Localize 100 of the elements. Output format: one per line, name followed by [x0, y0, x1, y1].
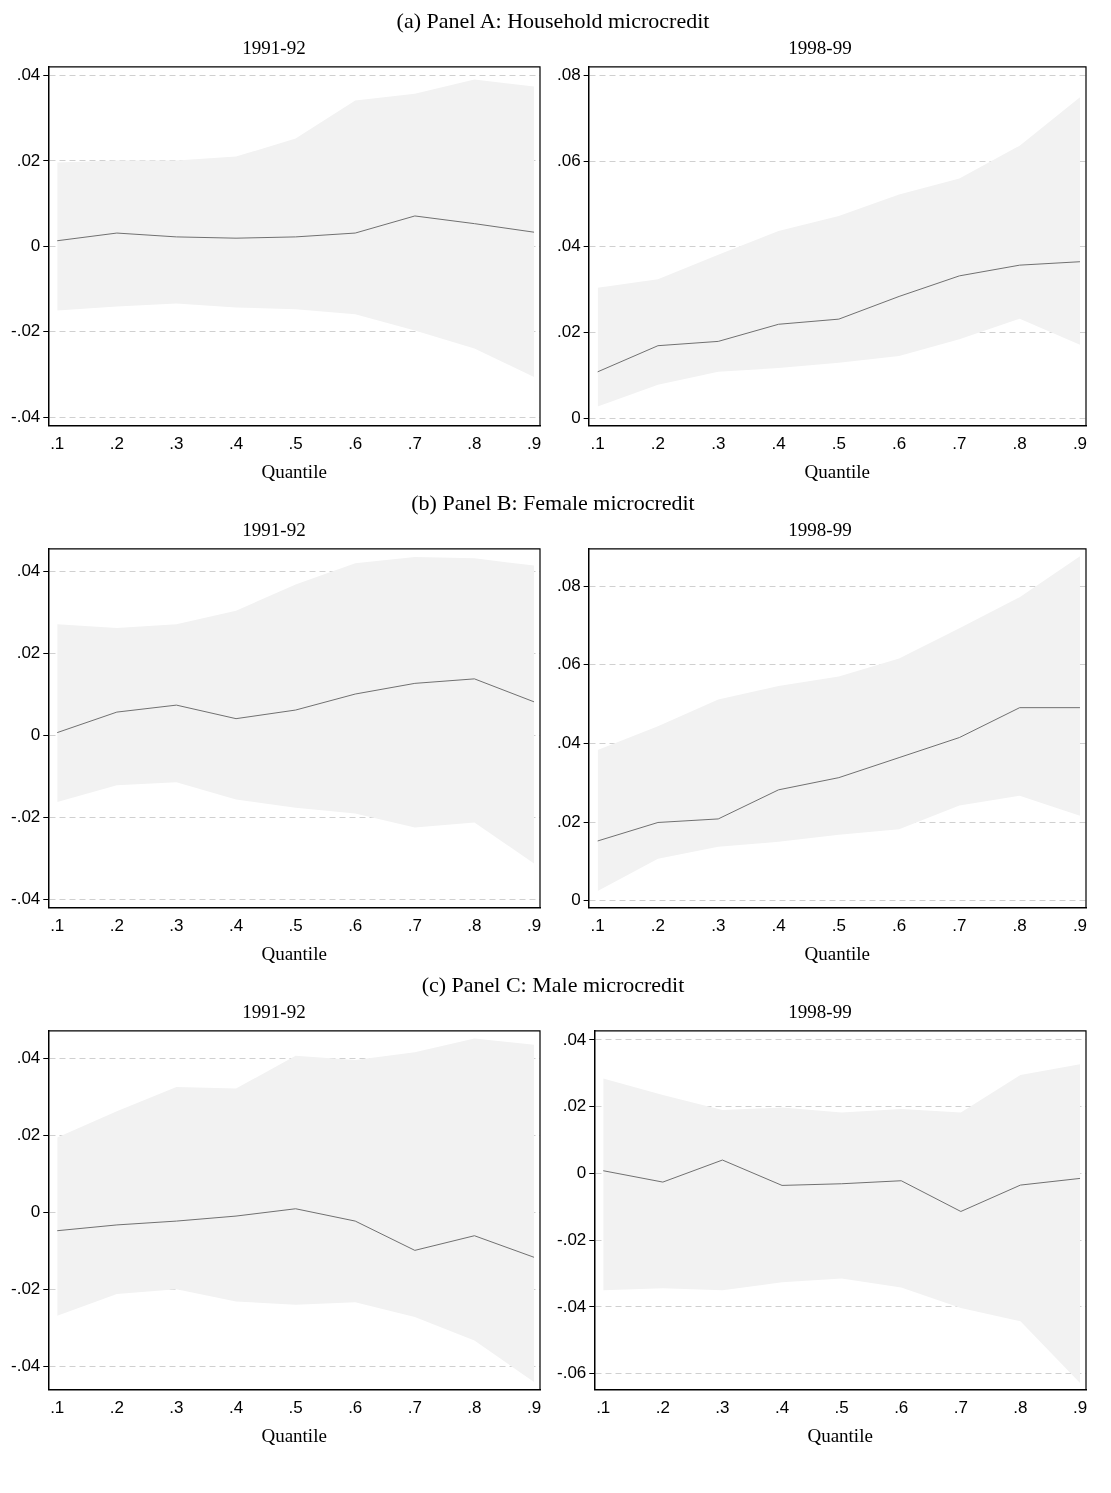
x-tick-label: .6	[348, 915, 363, 935]
text: (a) Panel A: Household microcredit	[395, 8, 711, 34]
y-tick-label: -.02	[11, 1279, 41, 1299]
y-tick-label: -.02	[557, 1229, 587, 1249]
y-tick-label: 0	[30, 235, 41, 255]
x-tick-label: .4	[771, 433, 786, 453]
y-tick-label: .06	[556, 150, 581, 170]
y-tick-label: .02	[16, 1125, 41, 1145]
x-tick-label: .3	[715, 1397, 730, 1417]
x-tick-label: .4	[228, 915, 244, 935]
x-tick-label: .6	[892, 915, 907, 935]
x-tick-label: .7	[407, 433, 422, 453]
y-tick-label: 0	[30, 1202, 41, 1222]
chart-title: 1998-99	[788, 519, 852, 541]
x-tick-label: .3	[169, 915, 184, 935]
text: (b) Panel B: Female microcredit	[410, 490, 696, 516]
y-tick-label: .02	[16, 150, 41, 170]
text: (c) Panel C: Male microcredit	[420, 972, 686, 998]
x-tick-label: .3	[711, 915, 726, 935]
y-tick-label: .04	[562, 1029, 587, 1049]
y-tick-label: .06	[556, 654, 581, 674]
x-tick-label: .6	[894, 1397, 909, 1417]
y-tick-label: .02	[16, 643, 41, 663]
x-axis-title: Quantile	[261, 1424, 327, 1446]
y-tick-label: .04	[16, 1048, 41, 1068]
x-tick-label: .5	[834, 1397, 849, 1417]
y-tick-label: .04	[556, 733, 581, 753]
x-tick-label: .2	[655, 1397, 670, 1417]
x-tick-label: .4	[774, 1397, 790, 1417]
x-tick-label: .9	[526, 915, 542, 935]
x-tick-label: .8	[467, 915, 482, 935]
x-tick-label: .8	[467, 1397, 482, 1417]
x-axis-title: Quantile	[804, 460, 871, 482]
x-tick-label: .1	[50, 915, 65, 935]
y-tick-label: .04	[556, 236, 581, 256]
chart-title: 1991-92	[242, 519, 306, 541]
x-tick-label: .9	[1072, 433, 1088, 453]
y-tick-label: -.02	[11, 807, 41, 827]
y-tick-label: .04	[16, 65, 41, 85]
chart-title: 1998-99	[788, 37, 852, 59]
x-tick-label: .1	[50, 433, 65, 453]
x-tick-label: .7	[952, 915, 967, 935]
x-tick-label: .9	[1072, 915, 1088, 935]
x-tick-label: .7	[407, 1397, 422, 1417]
x-tick-label: .2	[109, 1397, 124, 1417]
x-axis-title: Quantile	[804, 942, 871, 964]
x-tick-label: .8	[1012, 433, 1027, 453]
x-tick-label: .6	[348, 1397, 363, 1417]
chart-title: 1998-99	[788, 1001, 852, 1023]
y-tick-label: 0	[30, 725, 41, 745]
x-axis-title: Quantile	[261, 460, 327, 482]
x-tick-label: .2	[109, 433, 124, 453]
y-tick-label: -.04	[557, 1296, 587, 1316]
x-tick-label: .8	[467, 433, 482, 453]
x-tick-label: .5	[288, 433, 303, 453]
x-tick-label: .2	[109, 915, 124, 935]
y-tick-label: .02	[556, 322, 581, 342]
x-axis-title: Quantile	[261, 942, 327, 964]
x-tick-label: .3	[711, 433, 726, 453]
x-tick-label: .7	[952, 433, 967, 453]
x-tick-label: .1	[590, 915, 605, 935]
x-tick-label: .1	[590, 433, 605, 453]
x-tick-label: .3	[169, 1397, 184, 1417]
x-tick-label: .5	[831, 915, 846, 935]
x-tick-label: .2	[650, 915, 666, 935]
y-tick-label: 0	[576, 1163, 587, 1183]
y-tick-label: -.02	[11, 321, 41, 341]
x-tick-label: .3	[169, 433, 184, 453]
x-tick-label: .1	[50, 1397, 65, 1417]
x-tick-label: .6	[348, 433, 363, 453]
x-tick-label: .1	[596, 1397, 611, 1417]
x-tick-label: .7	[407, 915, 422, 935]
x-tick-label: .7	[953, 1397, 968, 1417]
x-tick-label: .6	[892, 433, 907, 453]
x-tick-label: .4	[228, 433, 244, 453]
y-tick-label: -.04	[11, 406, 41, 426]
x-tick-label: .5	[288, 1397, 303, 1417]
y-tick-label: 0	[571, 890, 581, 910]
x-tick-label: .5	[831, 433, 846, 453]
y-tick-label: .02	[556, 811, 581, 831]
y-tick-label: -.04	[11, 1356, 41, 1376]
y-tick-label: .08	[556, 575, 581, 595]
x-tick-label: .4	[228, 1397, 244, 1417]
y-tick-label: -.06	[557, 1363, 587, 1383]
x-tick-label: .9	[526, 1397, 542, 1417]
y-tick-label: .02	[562, 1096, 587, 1116]
x-tick-label: .9	[526, 433, 542, 453]
chart-title: 1991-92	[242, 1001, 306, 1023]
y-tick-label: 0	[571, 407, 581, 427]
x-tick-label: .4	[771, 915, 786, 935]
x-tick-label: .8	[1013, 1397, 1028, 1417]
chart-title: 1991-92	[242, 37, 306, 59]
y-tick-label: .08	[556, 65, 581, 85]
y-tick-label: .04	[16, 561, 41, 581]
x-tick-label: .5	[288, 915, 303, 935]
x-tick-label: .9	[1072, 1397, 1088, 1417]
x-tick-label: .2	[650, 433, 666, 453]
x-axis-title: Quantile	[807, 1424, 873, 1446]
y-tick-label: -.04	[11, 889, 41, 909]
x-tick-label: .8	[1012, 915, 1027, 935]
